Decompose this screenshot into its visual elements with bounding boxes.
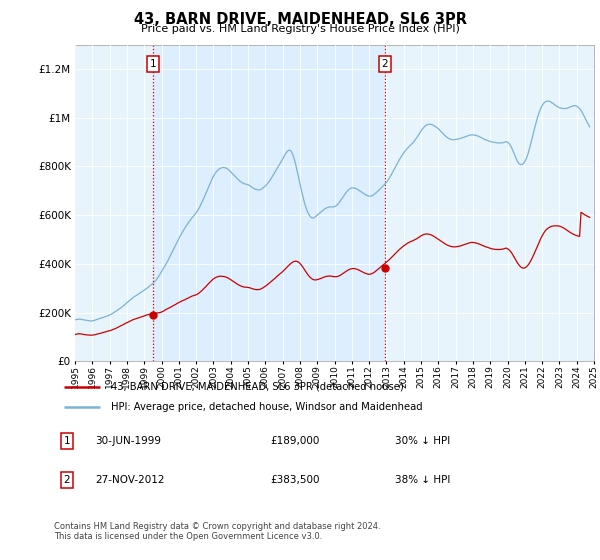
Text: Price paid vs. HM Land Registry's House Price Index (HPI): Price paid vs. HM Land Registry's House …: [140, 24, 460, 34]
Text: 2: 2: [382, 59, 388, 69]
Bar: [153, 45, 385, 361]
Text: 1: 1: [64, 436, 70, 446]
Text: 38% ↓ HPI: 38% ↓ HPI: [395, 475, 450, 484]
Text: £383,500: £383,500: [271, 475, 320, 484]
Text: 43, BARN DRIVE, MAIDENHEAD, SL6 3PR: 43, BARN DRIVE, MAIDENHEAD, SL6 3PR: [133, 12, 467, 27]
Text: 2: 2: [64, 475, 70, 484]
Text: 43, BARN DRIVE, MAIDENHEAD, SL6 3PR (detached house): 43, BARN DRIVE, MAIDENHEAD, SL6 3PR (det…: [111, 382, 404, 392]
Text: HPI: Average price, detached house, Windsor and Maidenhead: HPI: Average price, detached house, Wind…: [111, 402, 422, 412]
Text: Contains HM Land Registry data © Crown copyright and database right 2024.
This d: Contains HM Land Registry data © Crown c…: [54, 522, 380, 542]
Text: 30-JUN-1999: 30-JUN-1999: [95, 436, 161, 446]
Text: 1: 1: [149, 59, 156, 69]
Text: £189,000: £189,000: [271, 436, 320, 446]
Text: 30% ↓ HPI: 30% ↓ HPI: [395, 436, 450, 446]
Text: 27-NOV-2012: 27-NOV-2012: [95, 475, 165, 484]
